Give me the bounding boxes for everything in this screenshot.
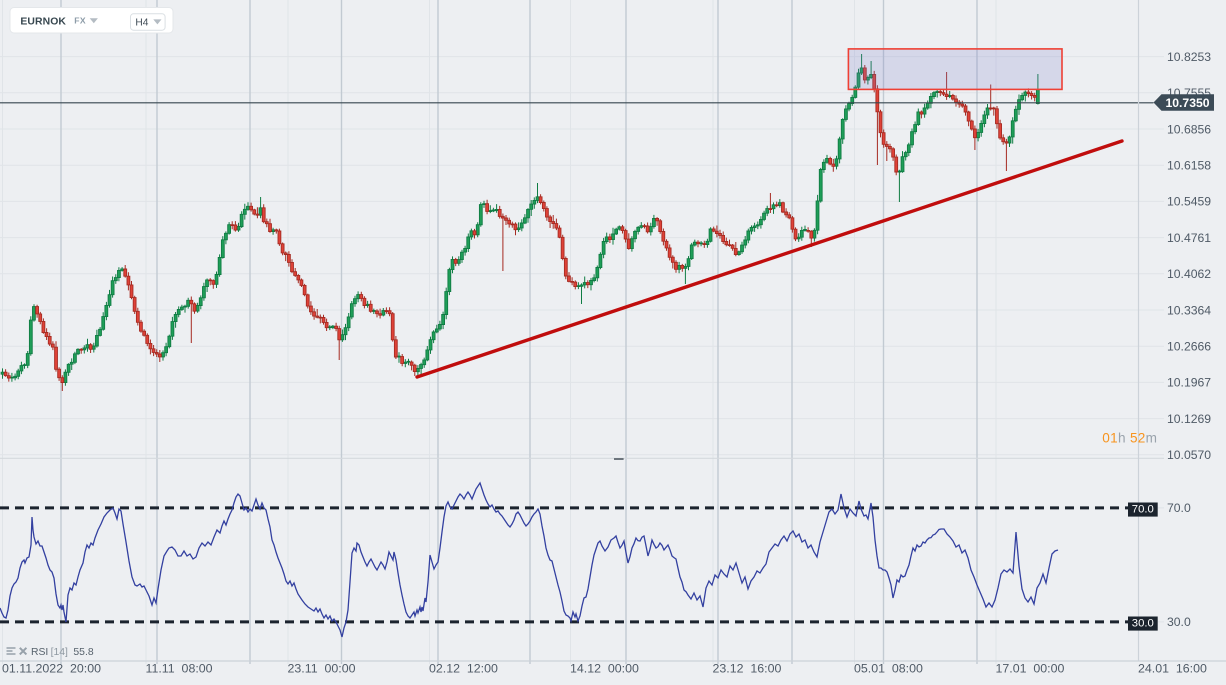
svg-text:24.01 16:00: 24.01 16:00 (1138, 661, 1207, 675)
svg-text:14.12 00:00: 14.12 00:00 (570, 661, 639, 675)
svg-text:10.4062: 10.4062 (1167, 267, 1211, 281)
svg-text:30.0: 30.0 (1167, 615, 1191, 629)
svg-text:11.11 08:00: 11.11 08:00 (146, 661, 213, 675)
svg-text:10.1967: 10.1967 (1167, 376, 1211, 390)
svg-text:RSI: RSI (31, 647, 48, 658)
svg-text:10.6856: 10.6856 (1167, 122, 1211, 136)
svg-text:10.3364: 10.3364 (1167, 303, 1211, 317)
svg-text:10.6158: 10.6158 (1167, 159, 1211, 173)
svg-text:01.11.2022 20:00: 01.11.2022 20:00 (2, 661, 101, 675)
svg-text:[14]: [14] (51, 647, 68, 658)
svg-text:55.8: 55.8 (73, 647, 93, 658)
svg-text:10.5459: 10.5459 (1167, 195, 1211, 209)
svg-text:10.8253: 10.8253 (1167, 50, 1211, 64)
svg-text:23.12 16:00: 23.12 16:00 (713, 661, 782, 675)
svg-text:10.7350: 10.7350 (1165, 96, 1209, 110)
svg-text:10.2666: 10.2666 (1167, 340, 1211, 354)
svg-text:05.01 08:00: 05.01 08:00 (854, 661, 923, 675)
svg-text:70.0: 70.0 (1132, 504, 1154, 516)
svg-text:70.0: 70.0 (1167, 501, 1191, 515)
svg-text:10.0570: 10.0570 (1167, 448, 1211, 462)
svg-text:FX: FX (74, 16, 86, 26)
svg-text:10.1269: 10.1269 (1167, 412, 1211, 426)
svg-text:H4: H4 (135, 18, 148, 29)
svg-text:30.0: 30.0 (1132, 618, 1154, 630)
svg-text:10.4761: 10.4761 (1167, 231, 1211, 245)
svg-text:17.01 00:00: 17.01 00:00 (996, 661, 1065, 675)
svg-text:01h 52m: 01h 52m (1102, 430, 1157, 445)
svg-text:23.11 00:00: 23.11 00:00 (288, 661, 356, 675)
svg-text:02.12 12:00: 02.12 12:00 (429, 661, 498, 675)
svg-text:EURNOK: EURNOK (20, 16, 66, 27)
